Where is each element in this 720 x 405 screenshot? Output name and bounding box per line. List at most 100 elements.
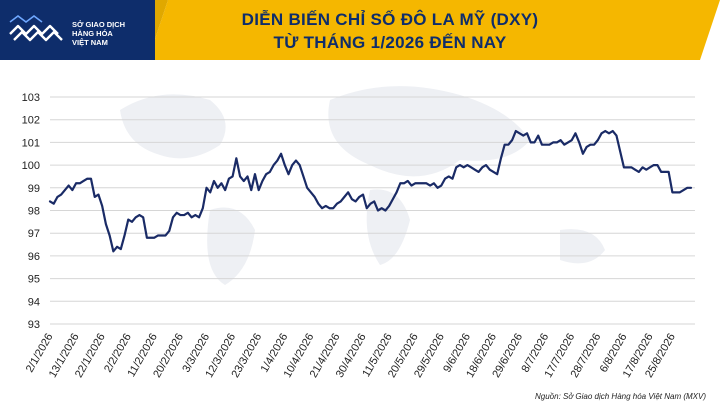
data-point: [321, 207, 323, 210]
data-point: [239, 175, 241, 178]
data-point: [295, 159, 297, 162]
data-point: [429, 184, 431, 187]
data-point: [194, 214, 197, 216]
data-point: [280, 152, 282, 155]
data-point: [365, 207, 368, 210]
data-point: [414, 182, 417, 185]
y-tick-label: 95: [28, 274, 40, 286]
data-point: [600, 132, 603, 135]
data-point: [630, 166, 633, 169]
chart-title-line-1: DIỄN BIẾN CHỈ SỐ ĐÔ LA MỸ (DXY): [241, 10, 539, 29]
data-point: [213, 180, 215, 182]
data-point: [462, 166, 465, 169]
mxv-logo-icon: [9, 15, 63, 42]
data-point: [440, 184, 443, 187]
data-point: [496, 173, 499, 175]
data-point: [656, 164, 659, 166]
data-point: [466, 164, 469, 166]
data-point: [347, 191, 349, 194]
y-tick-label: 103: [22, 92, 40, 104]
dxy-line-chart: 93 94 95 96 97 98 99 100 101 102 103 2/1/202613/1/…: [22, 86, 695, 380]
data-point: [492, 171, 495, 173]
logo-line-3: VIỆT NAM: [72, 38, 108, 47]
data-point: [112, 250, 115, 253]
data-point: [332, 207, 335, 210]
data-point: [455, 166, 458, 169]
data-point: [235, 157, 238, 160]
data-point: [265, 173, 267, 175]
data-point: [403, 182, 405, 185]
data-point: [544, 143, 547, 146]
data-point: [157, 234, 159, 237]
data-point: [60, 193, 62, 196]
data-point: [287, 173, 290, 175]
data-point: [310, 191, 312, 194]
data-point: [116, 246, 118, 248]
data-point: [552, 141, 554, 144]
data-point: [447, 175, 450, 178]
logo-text: SỞ GIAO DỊCH HÀNG HÓA VIỆT NAM: [72, 20, 125, 47]
data-point: [261, 180, 264, 182]
data-point: [343, 196, 346, 198]
data-point: [474, 168, 476, 171]
data-point: [67, 184, 70, 187]
data-point: [556, 141, 558, 144]
y-tick-label: 101: [22, 137, 40, 149]
data-point: [597, 139, 599, 141]
data-point: [179, 214, 182, 216]
data-point: [175, 211, 178, 214]
data-point: [254, 173, 256, 175]
series-points: [49, 130, 692, 253]
data-point: [623, 166, 625, 169]
data-point: [272, 164, 275, 166]
y-tick-labels: 93 94 95 96 97 98 99 100 101 102 103: [22, 92, 40, 331]
data-point: [380, 207, 383, 210]
data-point: [604, 130, 607, 132]
data-point: [500, 157, 502, 160]
data-point: [652, 164, 655, 166]
data-point: [611, 130, 614, 132]
data-point: [626, 166, 629, 169]
data-point: [336, 202, 338, 205]
data-point: [291, 164, 294, 166]
data-point: [49, 200, 51, 203]
data-point: [93, 196, 96, 198]
data-point: [533, 141, 536, 144]
data-point: [526, 132, 528, 135]
data-point: [503, 143, 506, 146]
data-point: [384, 209, 387, 212]
data-point: [593, 143, 595, 146]
data-point: [567, 141, 569, 144]
data-point: [369, 202, 372, 205]
data-point: [418, 182, 420, 185]
data-point: [518, 132, 521, 135]
data-point: [123, 234, 126, 237]
data-point: [86, 177, 89, 180]
data-point: [339, 200, 342, 203]
data-point: [205, 187, 208, 189]
data-point: [302, 175, 305, 178]
data-point: [75, 182, 77, 185]
data-point: [477, 171, 480, 173]
data-point: [97, 193, 100, 196]
logo-line-1: SỞ GIAO DỊCH: [72, 20, 126, 29]
header: SỞ GIAO DỊCH HÀNG HÓA VIỆT NAM DIỄN BIẾN…: [0, 0, 720, 60]
data-point: [142, 216, 144, 219]
data-point: [686, 187, 689, 189]
data-point: [328, 207, 331, 210]
data-point: [224, 189, 226, 191]
x-tick-labels: 2/1/202613/1/202622/1/20262/2/202611/2/2…: [24, 332, 678, 380]
logo-line-2: HÀNG HÓA: [72, 29, 113, 38]
data-point: [183, 214, 185, 216]
data-point: [52, 202, 55, 205]
data-point: [276, 159, 279, 162]
data-point: [444, 177, 446, 180]
data-point: [64, 189, 66, 191]
chart-title-line-2: TỪ THÁNG 1/2026 ĐẾN NAY: [273, 33, 507, 52]
y-tick-label: 102: [22, 115, 40, 127]
data-point: [56, 196, 59, 198]
data-point: [548, 143, 551, 146]
data-point: [373, 200, 376, 203]
data-point: [153, 236, 156, 239]
